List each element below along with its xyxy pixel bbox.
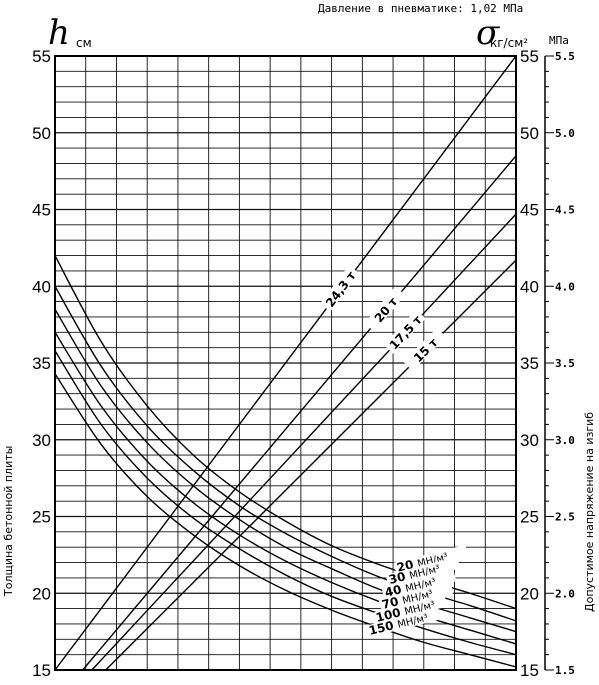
pressure-label: Давление в пневматике: 1,02 МПа <box>318 2 523 15</box>
load-label-bg <box>403 327 447 371</box>
y-tick-label-right: 55 <box>520 47 539 66</box>
load-label-bg <box>383 309 426 354</box>
y-tick-label-left: 50 <box>32 124 51 143</box>
k-label-bg <box>393 544 469 575</box>
k-label-bg <box>372 594 448 625</box>
left-axis-symbol: h <box>48 13 70 53</box>
load-label-bg <box>364 286 406 332</box>
y-tick-label-left: 45 <box>32 201 51 220</box>
k-label-bg <box>365 607 441 638</box>
y-tick-label-right: 25 <box>520 508 539 527</box>
mpa-tick-label: 4.0 <box>555 280 575 293</box>
y-tick-label-left: 40 <box>32 277 51 296</box>
k-curve-4 <box>54 350 517 656</box>
mpa-tick-label: 5.5 <box>555 50 575 63</box>
k-label-bg <box>381 569 457 600</box>
mpa-axis-unit: МПа <box>549 34 569 47</box>
y-tick-label-left: 35 <box>32 354 51 373</box>
y-tick-label-right: 20 <box>520 584 539 603</box>
plot-border <box>54 55 517 671</box>
mpa-tick-label: 1.5 <box>555 664 575 677</box>
y-tick-label-right: 40 <box>520 277 539 296</box>
right-axis-symbol: σ <box>476 13 500 53</box>
y-tick-label-left: 25 <box>32 508 51 527</box>
left-vertical-label: Толщина бетонной плиты <box>2 446 15 597</box>
y-tick-label-left: 15 <box>32 661 51 680</box>
mpa-tick-label: 2.5 <box>555 511 575 524</box>
mpa-tick-label: 2.0 <box>555 587 575 600</box>
mpa-tick-label: 5.0 <box>555 127 575 140</box>
axis-ticks: 15 20 25 30 35 40 45 50 55 15 20 25 30 35 40 45 50 55 1.5 2… <box>32 47 575 680</box>
y-tick-label-right: 45 <box>520 201 539 220</box>
y-tick-label-left: 20 <box>32 584 51 603</box>
left-axis-unit: см <box>76 36 92 50</box>
right-vertical-label: Допустимое напряжение на изгиб <box>583 412 596 612</box>
load-line-2 <box>91 213 517 671</box>
k-label-bg <box>385 556 461 587</box>
plot-frame <box>54 55 517 671</box>
y-tick-label-right: 35 <box>520 354 539 373</box>
mpa-tick-label: 4.5 <box>555 204 575 217</box>
mpa-tick-label: 3.0 <box>555 434 575 447</box>
load-line-3 <box>105 259 517 671</box>
load-line-0 <box>54 55 517 671</box>
k-curve-5 <box>54 373 517 668</box>
y-tick-label-right: 50 <box>520 124 539 143</box>
load-label-bg <box>320 265 360 312</box>
k-curve-3 <box>54 331 517 645</box>
y-tick-label-right: 15 <box>520 661 539 680</box>
y-tick-label-left: 55 <box>32 47 51 66</box>
y-tick-label-right: 30 <box>520 431 539 450</box>
y-tick-label-left: 30 <box>32 431 51 450</box>
mpa-tick-label: 3.5 <box>555 357 575 370</box>
load-line-label: 24,3 т <box>323 269 359 310</box>
right-axis-unit: кг/см² <box>490 36 528 50</box>
load-line-1 <box>82 155 517 671</box>
k-label-bg <box>378 581 454 612</box>
